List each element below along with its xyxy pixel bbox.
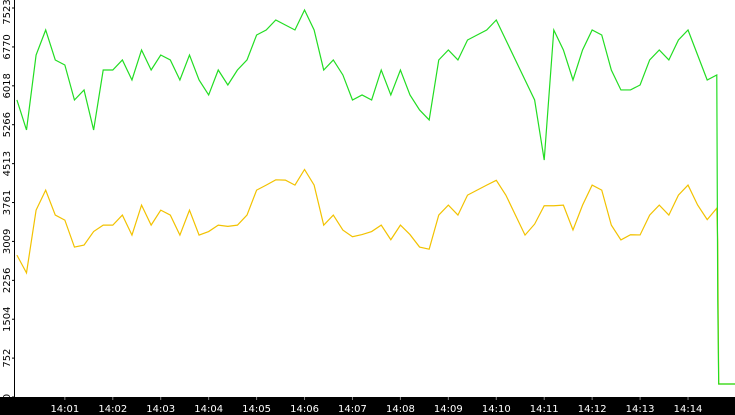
x-tick-label: 14:13 [626, 404, 655, 415]
y-tick-label: 2256 [2, 268, 13, 293]
time-axis-bar [0, 397, 735, 415]
y-tick-label: 1504 [2, 307, 13, 332]
x-tick-label: 14:08 [386, 404, 415, 415]
y-tick-label: 752 [2, 349, 13, 368]
x-tick-label: 14:03 [146, 404, 175, 415]
y-tick-label: 6770 [2, 34, 13, 59]
x-tick-label: 14:14 [674, 404, 703, 415]
x-tick-label: 14:02 [98, 404, 127, 415]
y-tick-label: 7523 [2, 0, 13, 25]
x-tick-label: 14:06 [290, 404, 319, 415]
series-line [16, 8, 735, 385]
x-tick-label: 14:04 [194, 404, 223, 415]
x-tick-label: 14:10 [482, 404, 511, 415]
x-tick-label: 14:07 [338, 404, 367, 415]
y-tick-label: 5266 [2, 112, 13, 137]
x-tick-label: 14:12 [578, 404, 607, 415]
x-tick-label: 14:11 [530, 404, 559, 415]
y-tick-label: 0 [2, 394, 13, 400]
series-line [16, 168, 735, 385]
x-tick-label: 14:01 [50, 404, 79, 415]
y-tick-label: 6018 [2, 73, 13, 98]
x-tick-label: 14:09 [434, 404, 463, 415]
x-tick-label: 14:05 [242, 404, 271, 415]
y-tick-label: 3761 [2, 190, 13, 215]
y-tick-label: 3009 [2, 229, 13, 254]
y-tick-label: 4513 [2, 151, 13, 176]
